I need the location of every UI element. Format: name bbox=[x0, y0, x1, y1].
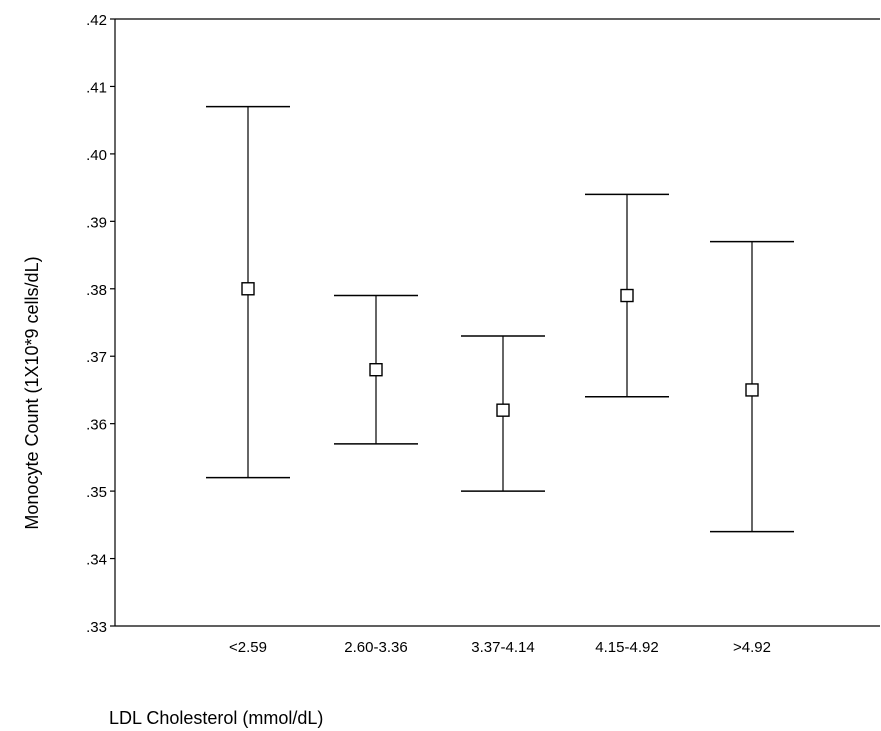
x-tick-label: <2.59 bbox=[229, 639, 267, 656]
mean-marker bbox=[620, 288, 634, 303]
y-tick-label: .34 bbox=[86, 552, 107, 569]
y-tick-label: .38 bbox=[86, 282, 107, 299]
y-axis-label: Monocyte Count (1X10*9 cells/dL) bbox=[22, 256, 42, 529]
x-tick-label: >4.92 bbox=[733, 639, 771, 656]
x-axis-label: LDL Cholesterol (mmol/dL) bbox=[109, 708, 323, 728]
x-tick-label: 2.60-3.36 bbox=[344, 639, 407, 656]
mean-marker bbox=[745, 383, 759, 397]
mean-marker bbox=[241, 282, 255, 296]
y-tick-label: .41 bbox=[86, 79, 107, 96]
y-tick-label: .42 bbox=[86, 12, 107, 29]
x-tick-label: 4.15-4.92 bbox=[595, 639, 658, 656]
mean-marker bbox=[369, 363, 383, 377]
x-tick-label: 3.37-4.14 bbox=[471, 639, 534, 656]
y-tick-label: .40 bbox=[86, 147, 107, 164]
y-tick-label: .37 bbox=[86, 349, 107, 366]
y-tick-label: .35 bbox=[86, 484, 107, 501]
mean-marker bbox=[496, 403, 510, 417]
y-tick-label: .39 bbox=[86, 214, 107, 231]
y-tick-label: .33 bbox=[86, 619, 107, 636]
y-tick-label: .36 bbox=[86, 417, 107, 434]
